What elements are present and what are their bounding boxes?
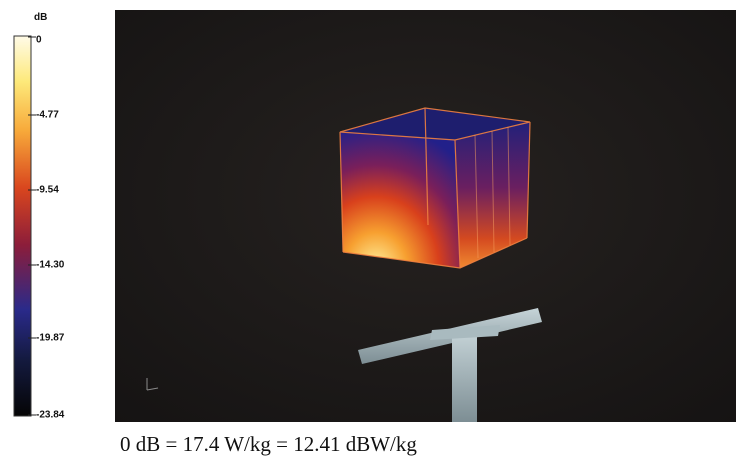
colorbar-label: 0 xyxy=(36,34,42,46)
colorbar-label: -4.77 xyxy=(36,109,59,121)
axes-icon xyxy=(146,378,159,391)
colorbar-unit: dB xyxy=(34,12,48,23)
colorbar-label: -23.84 xyxy=(36,409,65,421)
caption: 0 dB = 17.4 W/kg = 12.41 dBW/kg xyxy=(120,432,417,456)
colorbar-label: -9.54 xyxy=(36,184,59,196)
phantom-cube xyxy=(339,107,531,269)
colorbar-label: -19.87 xyxy=(36,332,65,344)
colorbar-label: -14.30 xyxy=(36,259,65,271)
probe-holder xyxy=(358,308,542,422)
colorbar xyxy=(13,35,32,417)
colorbar-ticks xyxy=(28,36,36,416)
